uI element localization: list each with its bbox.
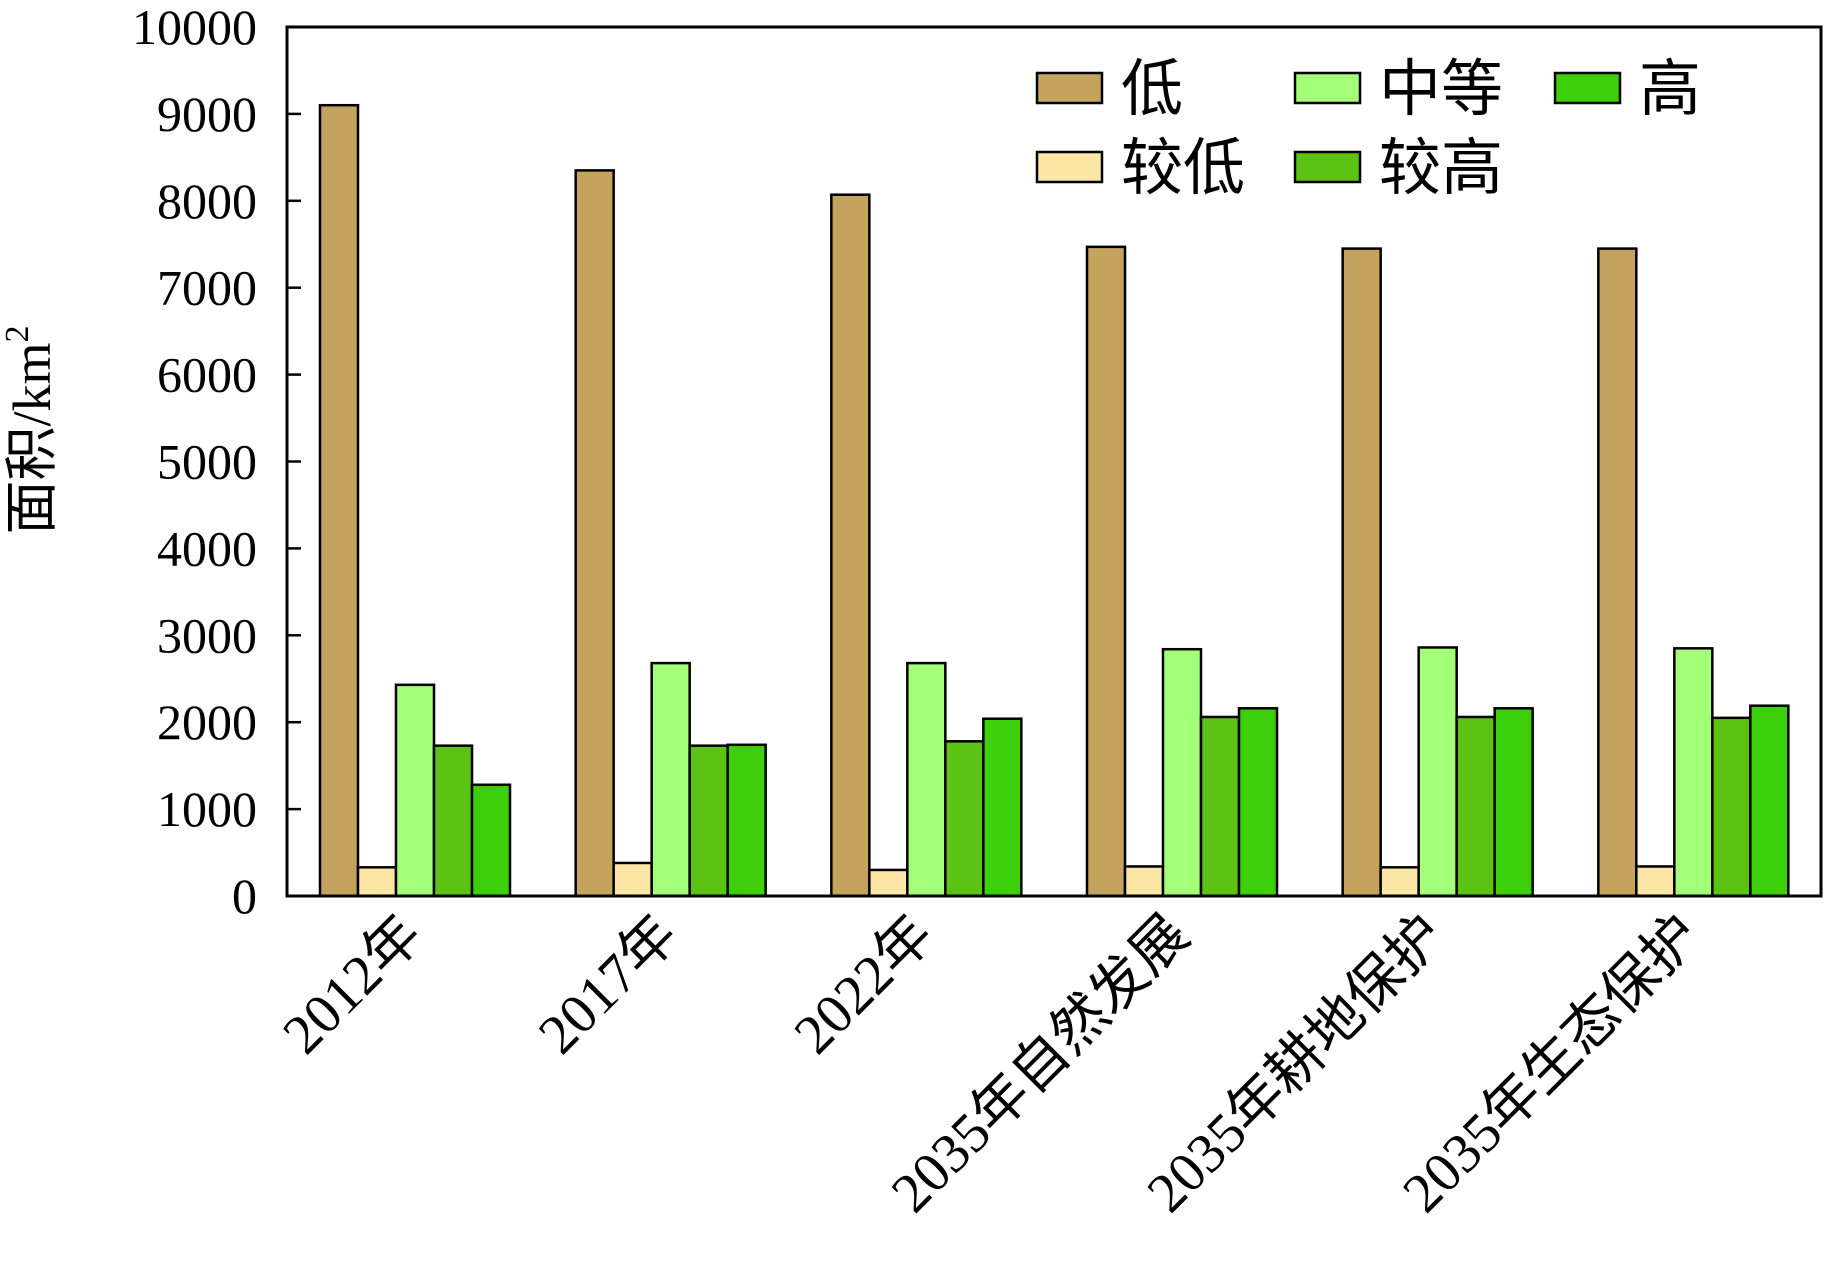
bar-3-4 (1455, 715, 1496, 898)
y-tick-label: 3000 (157, 607, 257, 663)
y-tick-label: 6000 (157, 347, 257, 403)
bar-2-3 (1161, 647, 1203, 898)
bar-2-4 (1417, 646, 1458, 898)
bar-3-0 (432, 744, 474, 898)
x-axis: 2012年 2017年 2022年2035年自然发展2035年耕地保护2035年生态… (271, 903, 1712, 1224)
bar-0-1 (574, 169, 615, 898)
legend-swatch (1035, 150, 1104, 184)
bar-0-5 (1597, 247, 1638, 898)
bar-2-5 (1673, 647, 1714, 898)
bars-group (318, 103, 1790, 898)
bar-1-5 (1635, 865, 1676, 898)
bar-4-3 (1237, 707, 1279, 898)
bar-4-4 (1493, 707, 1534, 898)
bar-0-0 (318, 103, 360, 898)
y-tick-label: 8000 (157, 173, 257, 229)
y-tick-label: 0 (232, 868, 257, 924)
bar-3-3 (1199, 715, 1241, 898)
bar-1-0 (356, 866, 398, 898)
y-axis: 0 1000 2000 3000 4000 5000 6000 7000 8000 9000 100… (132, 0, 301, 924)
bar-3-5 (1711, 716, 1752, 898)
legend-label: 较高 (1379, 135, 1503, 203)
bar-2-2 (906, 661, 947, 898)
y-axis-title: 面积/km2 (0, 325, 62, 534)
bar-4-5 (1749, 704, 1790, 898)
legend-label: 低 (1121, 56, 1183, 124)
legend-label: 较低 (1121, 135, 1245, 203)
x-category-label: 2012年 (271, 903, 434, 1066)
bar-1-3 (1123, 865, 1165, 898)
y-tick-label: 5000 (157, 434, 257, 490)
y-tick-label: 2000 (157, 694, 257, 750)
bar-2-0 (394, 683, 436, 898)
bar-4-2 (982, 717, 1023, 898)
legend-label: 中等 (1379, 56, 1503, 124)
bar-0-2 (830, 193, 871, 898)
bar-1-1 (612, 861, 653, 898)
bar-4-0 (470, 783, 512, 898)
bar-0-4 (1341, 247, 1382, 898)
legend-swatch (1035, 71, 1104, 105)
y-tick-label: 7000 (157, 260, 257, 316)
legend-label: 高 (1639, 56, 1701, 124)
legend-swatch (1293, 71, 1362, 105)
bar-3-1 (688, 744, 729, 898)
y-tick-label: 10000 (132, 0, 257, 55)
bar-3-2 (944, 740, 985, 898)
bar-1-4 (1379, 866, 1420, 898)
legend-swatch (1293, 150, 1362, 184)
bar-2-1 (650, 661, 691, 898)
legend-swatch (1553, 71, 1622, 105)
bar-0-3 (1085, 245, 1127, 898)
y-tick-label: 4000 (157, 520, 257, 576)
x-category-label: 2017年 (527, 903, 690, 1066)
y-tick-label: 1000 (157, 781, 257, 837)
x-category-label: 2022年 (783, 903, 946, 1066)
bar-4-1 (726, 743, 767, 898)
bar-1-2 (868, 868, 909, 898)
y-tick-label: 9000 (157, 86, 257, 142)
